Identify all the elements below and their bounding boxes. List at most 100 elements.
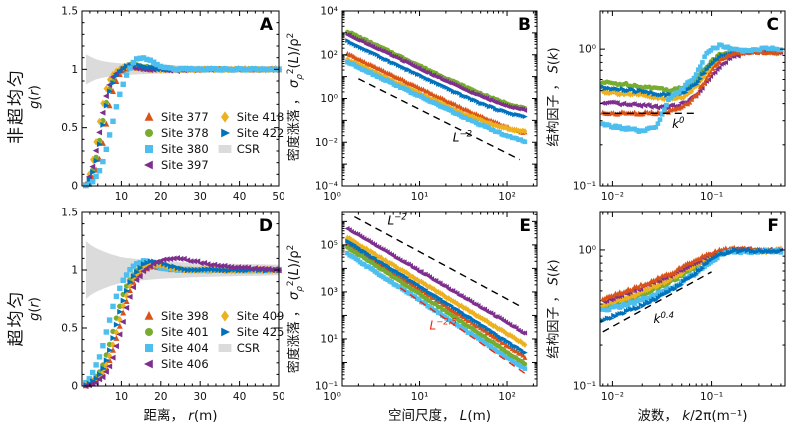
series-site-425 (600, 247, 784, 324)
svg-text:20: 20 (154, 391, 167, 403)
svg-text:10²: 10² (498, 191, 516, 203)
legend-item-csr: CSR (218, 141, 285, 157)
axes (341, 211, 538, 387)
legend-item-site-406: Site 406 (142, 356, 209, 372)
series-site-380 (345, 59, 528, 145)
row-label-non-hyperuniform: 非超均匀 (2, 3, 27, 208)
series-site-401 (345, 245, 528, 367)
series-site-380 (600, 42, 784, 134)
legend-label: Site 425 (236, 324, 285, 339)
panel-f-ylabel: 结构因子 ， S(k) (546, 259, 562, 359)
legend-item-site-418: Site 418 (218, 109, 284, 125)
axes (599, 10, 786, 187)
legend-item-site-398: Site 398 (142, 308, 209, 324)
panel-b-letter: B (518, 15, 531, 35)
legend-label: Site 406 (161, 356, 209, 371)
svg-text:10⁻⁴: 10⁻⁴ (315, 181, 338, 193)
circle-marker-icon (145, 129, 153, 137)
svg-text:40: 40 (233, 191, 246, 203)
panel-d-xlabel: 距离， r(m) (143, 408, 218, 424)
panel-d-ylabel: g(r) (27, 297, 43, 322)
svg-text:10⁰: 10⁰ (320, 93, 338, 105)
legend-item-site-401: Site 401 (142, 324, 209, 340)
legend-item-site-409: Site 409 (218, 308, 285, 324)
guide-label: k0 (672, 116, 684, 131)
legend-column-2: Site 409 Site 425 CSR (218, 308, 285, 372)
panel-d-legend: Site 398 Site 401 Site 404 Site 406 Site 409… (142, 308, 284, 372)
series-site-377 (344, 50, 528, 135)
circle-marker-icon (145, 328, 153, 336)
legend-item-site-404: Site 404 (142, 340, 209, 356)
panel-f-chart: k0.4 10⁻² 10⁻¹ 10⁰ 10⁻¹ (573, 211, 786, 403)
legend-item-site-422: Site 422 (218, 125, 285, 141)
series-site-406 (344, 225, 528, 336)
diamond-marker-icon (220, 310, 229, 322)
guide-label: k0.4 (654, 311, 674, 326)
diamond-marker-icon (220, 111, 229, 123)
panel-d-chart: 10 20 30 40 50 0 0.5 1 1.5 (61, 208, 284, 403)
guide-line (358, 78, 521, 161)
axes (599, 211, 786, 387)
guide-label: L−2 (453, 129, 472, 144)
legend-label: Site 409 (236, 308, 285, 323)
triangle-right-marker-icon (220, 327, 230, 337)
panel-F: 结构因子 ， S(k) k0.4 10⁻² 10⁻¹ 10⁰ 10⁻¹ F 波数， k/… (542, 208, 790, 428)
band-marker-icon (218, 344, 232, 352)
svg-text:10²: 10² (320, 49, 338, 61)
legend-item-csr: CSR (218, 340, 285, 356)
band-marker-icon (218, 145, 232, 153)
svg-text:10⁰: 10⁰ (578, 244, 596, 256)
triangle-up-marker-icon (144, 112, 154, 121)
svg-text:0.5: 0.5 (61, 122, 78, 134)
panel-e-xlabel: 空间尺度， L(m) (387, 408, 491, 424)
svg-text:30: 30 (194, 391, 207, 403)
row-label-text: 超均匀 (6, 289, 27, 347)
series-site-404 (345, 250, 528, 371)
legend-column-1: Site 377 Site 378 Site 380 Site 397 (142, 109, 209, 173)
legend-item-site-425: Site 425 (218, 324, 285, 340)
square-marker-icon (145, 344, 153, 352)
legend-label: Site 422 (236, 125, 285, 140)
series-site-401 (600, 247, 784, 311)
legend-label: Site 380 (161, 141, 209, 156)
svg-text:1.5: 1.5 (61, 208, 78, 219)
panel-a-letter: A (259, 15, 273, 35)
tick-labels: 10⁰ 10¹ 10² 10⁵ 10³ 10¹ 10⁻¹ (315, 239, 516, 403)
svg-text:10⁰: 10⁰ (323, 191, 341, 203)
guide-line (399, 287, 527, 375)
triangle-left-marker-icon (144, 359, 153, 369)
legend-label: Site 377 (161, 109, 209, 124)
panel-E: 密度涨落 ， σρ2(L)/ρ2 L−2 L−2.5 10⁰ 10¹ 10² 10⁵ 10³… (284, 208, 542, 428)
svg-text:30: 30 (194, 191, 207, 203)
panel-f-letter: F (767, 216, 779, 236)
svg-text:10⁻¹: 10⁻¹ (573, 381, 596, 393)
panel-c-ylabel: 结构因子 ， S(k) (546, 47, 562, 147)
legend-label: Site 404 (161, 340, 209, 355)
figure-row-2: 超均匀 g(r) 10 20 30 40 50 0 0.5 1 1.5 D Site 398 Si… (2, 208, 798, 428)
guide-line (354, 215, 523, 309)
panel-A: g(r) 10 20 30 40 50 0 0.5 1 1.5 A Site 377 Site 3… (26, 3, 285, 208)
panel-c-letter: C (766, 15, 779, 35)
panel-a-ylabel: g(r) (27, 85, 43, 110)
legend-label: CSR (236, 141, 261, 156)
legend-label: Site 378 (161, 125, 209, 140)
svg-text:10¹: 10¹ (320, 333, 338, 345)
panel-B: 密度涨落 ， σρ2(L)/ρ2 L−2 10⁰ 10¹ 10² 10⁴ 10² 10⁰ 10… (284, 3, 542, 208)
svg-text:10⁻¹: 10⁻¹ (700, 191, 723, 203)
axes (81, 10, 280, 187)
series-site-425 (345, 238, 528, 356)
legend-label: Site 397 (161, 157, 209, 172)
panel-D: g(r) 10 20 30 40 50 0 0.5 1 1.5 D Site 398 Site 4… (26, 208, 285, 428)
panel-e-ylabel: 密度涨落 ， σρ2(L)/ρ2 (285, 244, 305, 374)
panel-c-chart: k0 10⁻² 10⁻¹ 10⁰ 10⁻¹ (573, 10, 786, 203)
legend-label: Site 398 (161, 308, 209, 323)
row-label-text: 非超均匀 (6, 67, 27, 144)
axes (81, 211, 280, 387)
legend-item-site-397: Site 397 (142, 157, 209, 173)
svg-text:10⁻¹: 10⁻¹ (315, 381, 338, 393)
svg-text:20: 20 (154, 191, 167, 203)
svg-text:10¹: 10¹ (411, 191, 429, 203)
panel-d-letter: D (258, 216, 273, 236)
square-marker-icon (145, 145, 153, 153)
